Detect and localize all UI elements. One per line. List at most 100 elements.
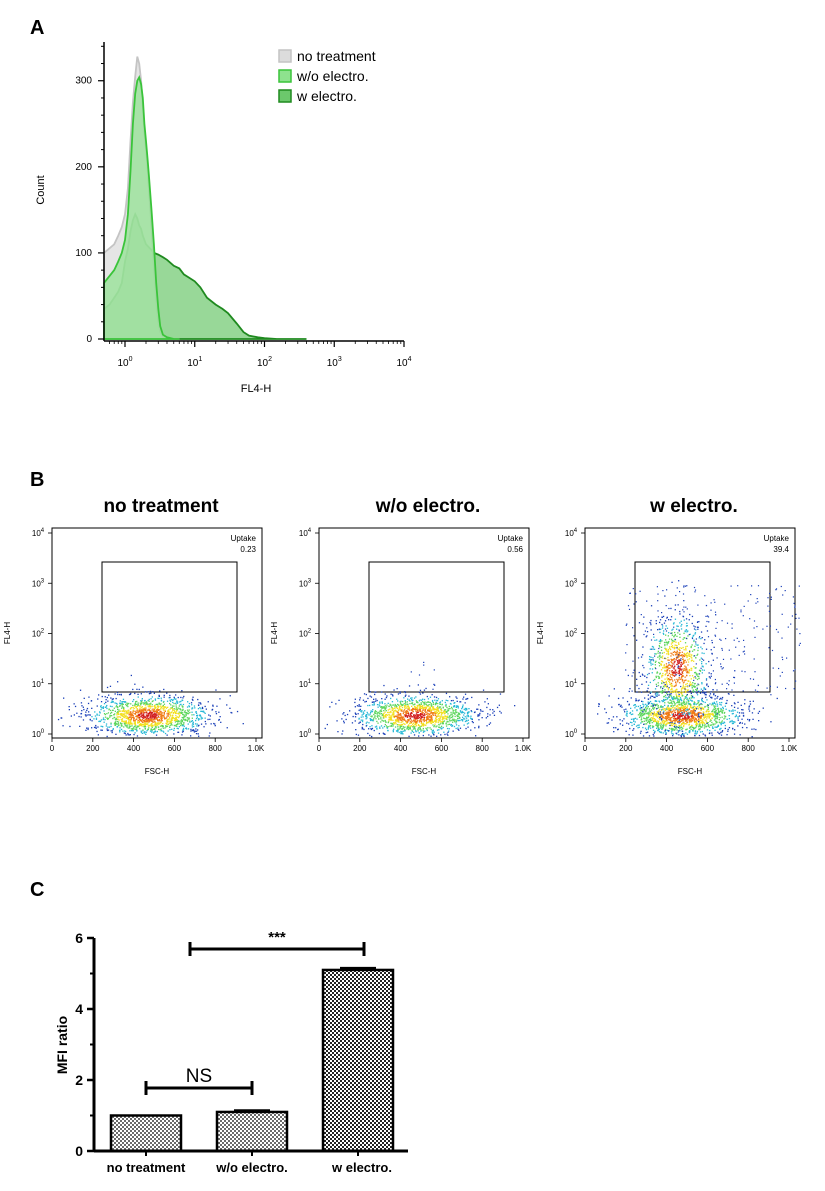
event-dot [629,727,631,730]
event-dot [715,722,718,724]
event-dot [446,706,448,709]
event-dot [671,714,673,716]
event-dot [435,708,437,710]
event-dot [671,730,673,732]
event-dot [415,730,417,732]
event-dot [165,726,167,728]
event-dot [427,704,429,706]
event-dot [688,708,691,711]
event-dot [641,654,644,656]
event-dot [85,715,87,717]
event-dot [201,710,203,712]
event-dot [682,702,685,704]
event-dot [478,719,480,721]
event-dot [686,631,688,633]
event-dot [654,667,656,669]
event-dot [113,707,115,709]
event-dot [183,714,185,716]
event-dot [187,723,189,725]
event-dot [447,734,449,736]
event-dot [175,704,177,706]
event-dot [180,722,183,725]
event-dot [643,704,645,706]
event-dot [169,708,171,710]
event-dot [661,640,663,642]
event-dot [151,723,153,725]
event-dot [467,715,469,717]
event-dot [150,720,152,722]
event-dot [619,719,621,721]
event-dot [384,708,386,711]
event-dot [372,720,374,722]
event-dot [642,726,644,729]
event-dot [355,729,357,731]
event-dot [143,717,145,719]
event-dot [703,669,705,671]
event-dot [154,698,156,700]
event-dot [656,712,658,715]
event-dot [643,723,645,725]
event-dot [676,691,678,693]
event-dot [662,674,664,677]
event-dot [150,724,152,726]
event-dot [720,721,723,723]
event-dot [663,713,665,716]
event-dot [680,704,683,706]
event-dot [674,707,676,709]
event-dot [215,711,217,713]
event-dot [378,718,380,720]
event-dot [437,715,439,717]
event-dot [394,705,396,707]
event-dot [699,719,701,721]
event-dot [133,720,135,722]
event-dot [618,703,620,706]
event-dot [229,695,231,697]
event-dot [122,715,124,717]
event-dot [137,715,139,718]
event-dot [655,683,657,685]
event-dot [138,721,140,723]
event-dot [737,707,739,709]
event-dot [665,681,667,683]
event-dot [677,663,679,665]
event-dot [386,695,388,697]
event-dot [425,722,428,725]
gate-percentage: 0.56 [507,545,523,554]
event-dot [89,719,91,721]
event-dot [367,704,369,707]
event-dot [359,699,361,701]
event-dot [400,705,402,707]
event-dot [170,720,172,723]
event-dot [420,730,422,732]
event-dot [142,717,144,719]
event-dot [688,702,690,705]
event-dot [464,709,467,711]
event-dot [687,630,689,632]
event-dot [345,718,347,721]
event-dot [646,690,648,692]
event-dot [431,713,434,715]
event-dot [382,732,384,734]
event-dot [132,727,135,729]
event-dot [414,703,416,705]
event-dot [431,718,433,720]
event-dot [390,717,393,719]
panel-a-letter: A [30,17,44,39]
event-dot [696,644,698,646]
event-dot [406,716,408,718]
event-dot [134,719,136,721]
event-dot [148,727,150,729]
event-dot [664,685,666,687]
event-dot [166,712,168,715]
event-dot [691,657,693,659]
event-dot [679,666,681,668]
event-dot [487,715,489,718]
histogram-x-label: FL4-H [241,383,272,395]
event-dot [465,719,468,721]
dotplot-y-tick-label: 103 [565,578,578,588]
event-dot [106,704,108,707]
event-dot [385,714,387,716]
event-dot [669,719,671,721]
event-dot [398,714,400,716]
event-dot [648,720,650,722]
